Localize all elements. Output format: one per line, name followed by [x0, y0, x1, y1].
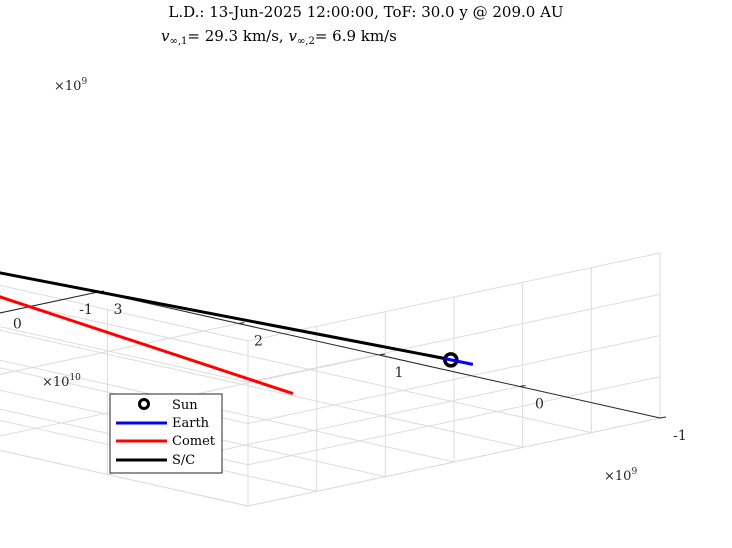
chart-subtitle: v∞,1= 29.3 km/s, v∞,2= 6.9 km/s [161, 27, 397, 47]
legend-earth-label: Earth [172, 416, 210, 431]
legend: Sun Earth Comet S/C [109, 393, 223, 474]
subtitle-val1: = 29.3 km/s, [187, 27, 288, 45]
legend-sun-label: Sun [172, 398, 198, 413]
legend-comet-label: Comet [172, 434, 216, 449]
subtitle-sub2: ∞,2 [297, 36, 315, 47]
subtitle-sub1: ∞,1 [169, 36, 187, 47]
series-layer [0, 271, 474, 396]
subtitle-v1: v [161, 27, 170, 45]
grid-sidewall-z-2 [247, 335, 661, 424]
series-sc-line [0, 271, 445, 360]
y-axis-multiplier: ×109 [604, 467, 637, 484]
series-comet-line [0, 295, 294, 396]
y-tick-label-1: 0 [535, 397, 544, 413]
chart-title: L.D.: 13-Jun-2025 12:00:00, ToF: 30.0 y … [168, 3, 563, 21]
y-tick-mark-1 [519, 385, 526, 387]
subtitle-v2: v [288, 27, 297, 45]
y-tick-label-3: 2 [254, 334, 263, 350]
grid-backwall-z-3 [0, 326, 249, 383]
y-tick-label-2: 1 [395, 365, 404, 381]
grid-backwall-z-4 [0, 284, 249, 342]
legend-item-sun: Sun [138, 398, 198, 413]
legend-item-sc: S/C [116, 453, 195, 468]
y-tick-label-0: -1 [673, 428, 687, 444]
y-tick-label-4: 3 [114, 302, 123, 318]
legend-item-comet: Comet [116, 434, 216, 449]
grid-floor-y-0 [247, 417, 661, 507]
legend-sun-marker [138, 398, 150, 410]
grid-sidewall-z-4 [247, 252, 661, 342]
x-tick-label-1: 0 [13, 317, 22, 333]
z-axis-multiplier: ×109 [54, 77, 87, 94]
legend-item-earth: Earth [116, 416, 210, 431]
y-tick-mark-2 [378, 353, 386, 356]
grid-floor-x-3 [0, 359, 455, 463]
subtitle-val2: = 6.9 km/s [315, 27, 397, 45]
x-axis-multiplier: ×1010 [42, 373, 81, 390]
y-tick-mark-3 [238, 322, 245, 324]
legend-sc-label: S/C [172, 453, 195, 468]
grid-layer [0, 252, 661, 507]
y-tick-mark-0 [659, 416, 667, 419]
grid-floor-x-6 [0, 449, 249, 507]
axes-layer [0, 291, 661, 419]
grid-floor-y-3 [0, 323, 239, 375]
grid-sidewall-z-1 [247, 376, 661, 466]
x-tick-label-0: -1 [79, 302, 93, 318]
grid-sidewall-z-3 [247, 293, 661, 383]
